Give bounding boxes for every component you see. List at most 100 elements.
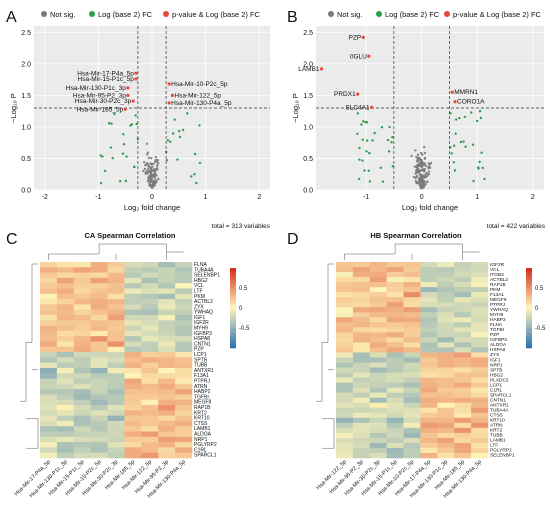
y-tick-label: 0.5 bbox=[303, 156, 313, 163]
color-scale-tick: 0.5 bbox=[535, 286, 544, 292]
point-fc bbox=[358, 158, 361, 161]
heatmap-cell bbox=[352, 422, 371, 429]
point-fc bbox=[386, 138, 390, 142]
heatmap-cell bbox=[437, 272, 455, 278]
heatmap-row-label: ITGB3 bbox=[490, 272, 504, 278]
point-fc bbox=[453, 169, 457, 172]
heatmap-cell bbox=[175, 452, 193, 459]
heatmap-cell bbox=[420, 412, 438, 419]
heatmap-cell bbox=[420, 342, 438, 348]
heatmap-row-label: CTSS bbox=[490, 413, 503, 419]
heatmap-cell bbox=[175, 309, 193, 316]
heatmap-cell bbox=[124, 325, 142, 332]
x-tick-label: 2 bbox=[531, 194, 535, 201]
heatmap-cell bbox=[40, 288, 58, 295]
heatmap-cell bbox=[336, 422, 354, 429]
heatmap-cell bbox=[369, 412, 387, 419]
heatmap-cell bbox=[369, 427, 387, 434]
heatmap-cell bbox=[40, 262, 58, 268]
heatmap-cell bbox=[175, 299, 193, 305]
point-fc bbox=[176, 158, 179, 161]
heatmap-c: FLNATUBA4ASELENBP1HBG2VCLLTFPKMACTBL2ZYX… bbox=[14, 243, 250, 500]
point-label: Hsa-Mir-185_5p bbox=[77, 106, 124, 113]
heatmap-cell bbox=[454, 332, 472, 338]
heatmap-row-label: YWHAQ bbox=[490, 307, 508, 313]
point-not-sig bbox=[418, 177, 422, 180]
color-scale-segment bbox=[526, 346, 532, 349]
total-variables-b: total = 422 variables bbox=[487, 223, 546, 230]
heatmap-cell bbox=[107, 436, 125, 443]
heatmap-cell bbox=[437, 357, 455, 363]
heatmap-cell bbox=[56, 420, 75, 427]
color-scale-segment bbox=[230, 268, 236, 271]
heatmap-cell bbox=[90, 383, 108, 390]
point-significant bbox=[450, 90, 454, 94]
point-significant bbox=[134, 77, 138, 81]
heatmap-cell bbox=[352, 332, 371, 338]
heatmap-cell bbox=[471, 392, 489, 398]
heatmap-row-label: KRT2 bbox=[194, 410, 207, 416]
point-fc bbox=[462, 140, 465, 143]
heatmap-cell bbox=[73, 320, 91, 326]
heatmap-cell bbox=[352, 337, 371, 343]
point-not-sig bbox=[148, 176, 151, 179]
heatmap-cell bbox=[90, 378, 108, 385]
heatmap-cell bbox=[158, 378, 176, 385]
point-not-sig bbox=[414, 179, 418, 183]
color-scale-segment bbox=[526, 342, 532, 345]
point-fc bbox=[173, 118, 176, 121]
heatmap-cell bbox=[107, 314, 125, 321]
heatmap-cell bbox=[90, 320, 108, 326]
heatmap-cell bbox=[369, 422, 387, 429]
heatmap-cell bbox=[369, 407, 387, 414]
point-significant bbox=[126, 93, 130, 97]
heatmap-cell bbox=[403, 422, 421, 429]
heatmap-cell bbox=[40, 357, 58, 363]
heatmap-cell bbox=[369, 262, 387, 268]
heatmap-cell bbox=[352, 307, 371, 313]
heatmap-cell bbox=[107, 288, 125, 295]
heatmap-cell bbox=[437, 302, 455, 308]
heatmap-cell bbox=[158, 336, 176, 342]
heatmap-cell bbox=[40, 415, 58, 422]
legend-b: Not sig. Log (base 2) FC p-value & Log (… bbox=[328, 10, 542, 19]
heatmap-cell bbox=[403, 277, 421, 283]
heatmap-cell bbox=[158, 410, 176, 416]
heatmap-cell bbox=[175, 367, 193, 374]
heatmap-cell bbox=[369, 297, 387, 303]
heatmap-cell bbox=[107, 373, 125, 379]
point-fc bbox=[478, 160, 481, 164]
color-scale-segment bbox=[526, 274, 532, 277]
point-not-sig bbox=[427, 162, 431, 165]
heatmap-cell bbox=[107, 389, 125, 395]
heatmap-cell bbox=[437, 437, 455, 444]
heatmap-cell bbox=[73, 272, 91, 279]
point-not-sig bbox=[416, 153, 420, 156]
heatmap-cell bbox=[369, 322, 387, 328]
heatmap-cell bbox=[141, 410, 159, 416]
heatmap-cell bbox=[420, 297, 438, 303]
heatmap-cell bbox=[386, 272, 404, 278]
heatmap-row-label: SPTB bbox=[490, 367, 502, 373]
point-fc bbox=[111, 156, 114, 160]
point-not-sig bbox=[419, 183, 422, 187]
point-fc bbox=[125, 155, 128, 158]
heatmap-cell bbox=[352, 452, 371, 459]
heatmap-cell bbox=[369, 377, 387, 383]
heatmap-cell bbox=[420, 452, 438, 459]
heatmap-cell bbox=[141, 378, 159, 385]
color-scale-segment bbox=[230, 270, 236, 273]
heatmap-cell bbox=[386, 412, 404, 419]
heatmap-cell bbox=[471, 372, 489, 378]
heatmap-row-label: TUBA4A bbox=[194, 267, 214, 273]
point-significant bbox=[319, 67, 324, 71]
heatmap-cell bbox=[40, 373, 58, 379]
color-scale-segment bbox=[526, 294, 532, 297]
heatmap-cell bbox=[352, 302, 371, 308]
heatmap-row-label: VCL bbox=[194, 283, 204, 289]
heatmap-cell bbox=[454, 277, 472, 283]
point-not-sig bbox=[423, 151, 427, 155]
heatmap-cell bbox=[336, 337, 354, 343]
point-significant bbox=[126, 86, 130, 90]
heatmap-row-label: C1RL bbox=[490, 387, 503, 393]
